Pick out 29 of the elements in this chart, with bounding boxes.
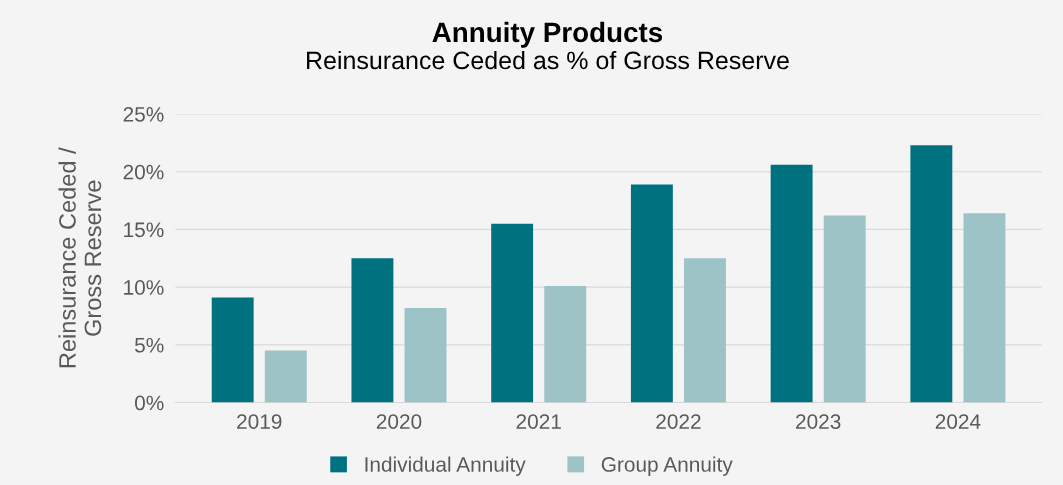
x-tick-label: 2020 [376,414,422,429]
legend-label: Group Annuity [601,456,733,476]
y-tick-label: 5% [135,337,164,353]
bar [351,258,394,403]
bar [404,307,447,403]
x-tick-label: 2019 [237,414,282,429]
y-axis-title: Reinsurance Ceded / Gross Reserve [58,147,102,368]
bar [963,213,1006,403]
bar [544,285,587,403]
x-tick-label: 2021 [516,414,561,429]
y-tick-label: 10% [124,280,164,295]
bar [770,164,813,403]
chart-title: Annuity Products [432,21,663,48]
bar [910,145,953,403]
chart-subtitle: Reinsurance Ceded as % of Gross Reserve [307,50,789,70]
x-tick-label: 2023 [796,414,841,429]
x-tick-label: 2024 [935,414,981,429]
bar [211,297,254,403]
x-tick-label: 2022 [656,414,701,429]
legend-label: Individual Annuity [365,456,526,476]
bar [630,184,673,403]
bar [823,215,866,403]
y-tick-label: 25% [123,106,164,122]
y-tick-label: 15% [124,222,164,238]
y-tick-label: 20% [123,164,164,180]
y-tick-label: 0% [134,395,164,411]
bar [684,258,726,403]
bar [264,350,307,403]
bar [491,223,534,403]
